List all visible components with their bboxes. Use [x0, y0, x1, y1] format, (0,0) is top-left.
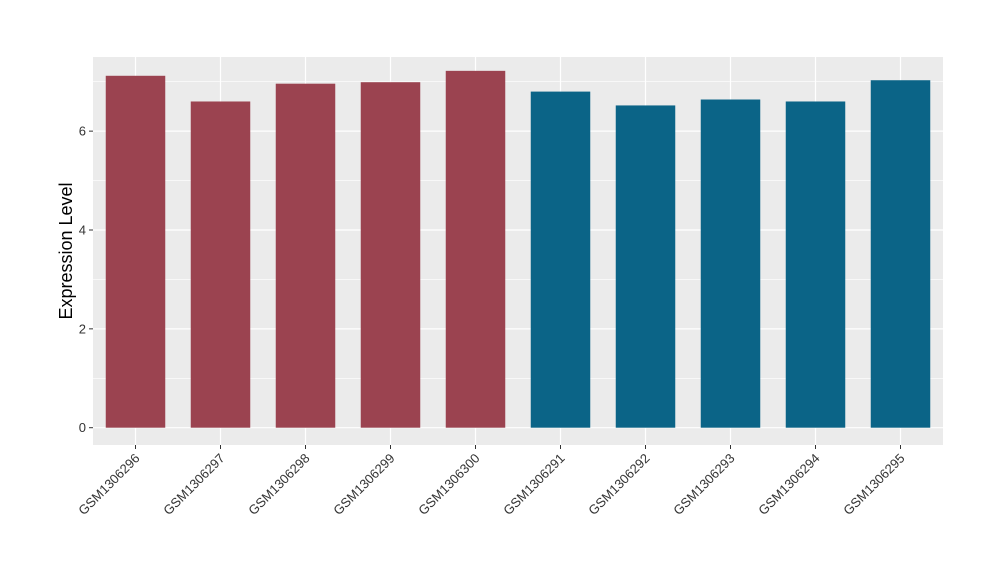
- x-tick-label: GSM1306297: [160, 451, 227, 518]
- bar: [190, 101, 251, 428]
- x-tick-label: GSM1306296: [75, 451, 142, 518]
- bar: [530, 91, 591, 428]
- x-tick-label: GSM1306298: [245, 451, 312, 518]
- bar: [275, 83, 336, 428]
- y-tick-label: 4: [79, 222, 86, 237]
- y-axis-title: Expression Level: [56, 182, 76, 319]
- bars: [105, 70, 931, 428]
- x-tick-label: GSM1306293: [670, 451, 737, 518]
- bar: [700, 99, 761, 428]
- x-tick-label: GSM1306291: [500, 451, 567, 518]
- x-tick-label: GSM1306294: [755, 451, 822, 518]
- bar: [360, 82, 421, 428]
- y-tick-label: 2: [79, 321, 86, 336]
- x-tick-label: GSM1306300: [415, 451, 482, 518]
- bar: [785, 101, 846, 428]
- bar: [105, 75, 166, 428]
- x-tick-label: GSM1306299: [330, 451, 397, 518]
- bar: [870, 80, 931, 428]
- y-tick-label: 0: [79, 420, 86, 435]
- x-axis-ticks: GSM1306296 GSM1306297 GSM1306298 GSM1306299…: [75, 445, 908, 518]
- bar: [445, 70, 506, 428]
- x-tick-label: GSM1306292: [585, 451, 652, 518]
- y-axis-ticks: 0 2 4 6: [79, 124, 93, 435]
- y-tick-label: 6: [79, 124, 86, 139]
- x-tick-label: GSM1306295: [840, 451, 907, 518]
- bar: [615, 105, 676, 428]
